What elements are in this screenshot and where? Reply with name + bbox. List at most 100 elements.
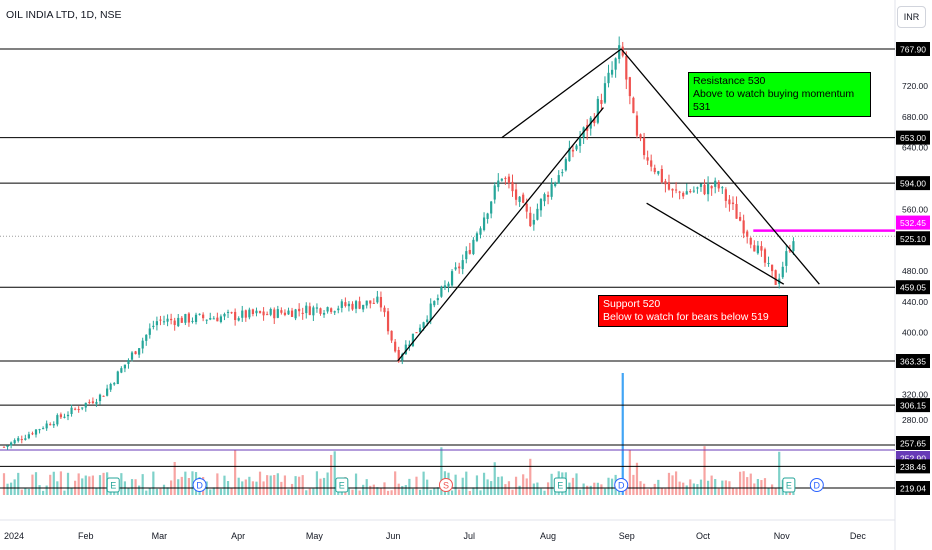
- candle-body: [422, 322, 425, 328]
- price-tick-label: 480.00: [902, 266, 928, 276]
- volume-bar: [600, 484, 603, 495]
- volume-bar: [415, 476, 418, 495]
- candle-body: [74, 408, 77, 410]
- candle-body: [667, 182, 671, 190]
- volume-bar: [646, 489, 649, 495]
- candle-body: [17, 438, 20, 441]
- candle-body: [678, 191, 681, 193]
- support-annotation[interactable]: Support 520 Below to watch for bears bel…: [598, 295, 788, 327]
- volume-bar: [436, 487, 439, 495]
- trendline: [501, 48, 622, 139]
- candle-body: [209, 318, 212, 320]
- candle-body: [113, 383, 116, 385]
- candle-body: [475, 233, 479, 241]
- time-tick-label: Jul: [464, 531, 476, 541]
- volume-bar: [685, 485, 688, 495]
- resistance-annotation[interactable]: Resistance 530 Above to watch buying mom…: [688, 72, 871, 117]
- time-tick-label: Sep: [619, 531, 635, 541]
- volume-bar: [486, 479, 489, 495]
- volume-bar: [354, 473, 358, 495]
- volume-bar: [120, 473, 123, 495]
- candle-body: [756, 245, 759, 254]
- volume-bar: [362, 484, 365, 495]
- volume-bar: [458, 489, 461, 495]
- volume-bar: [283, 475, 287, 495]
- price-tick-label: 280.00: [902, 415, 928, 425]
- candle-body: [337, 308, 340, 311]
- volume-bar: [269, 475, 272, 495]
- volume-bar: [248, 476, 251, 495]
- volume-bar: [315, 471, 319, 495]
- price-tag: [896, 280, 930, 295]
- candle-body: [511, 181, 514, 192]
- candle-body: [212, 318, 215, 320]
- volume-bar: [511, 489, 514, 495]
- candle-body: [674, 189, 678, 191]
- candle-body: [724, 189, 727, 201]
- candle-body: [660, 169, 663, 183]
- volume-bar: [493, 462, 496, 495]
- volume-bar: [266, 475, 269, 495]
- candle-body: [20, 439, 23, 441]
- price-tick-label: 640.00: [902, 143, 928, 153]
- candle-body: [717, 181, 720, 189]
- candle-body: [70, 407, 73, 414]
- candle-body: [88, 401, 91, 403]
- candle-body: [84, 402, 87, 408]
- candle-body: [24, 438, 27, 440]
- candle-body: [522, 194, 525, 203]
- volume-bar: [102, 472, 105, 495]
- price-tag-label: 532.45: [900, 218, 926, 228]
- support-line-2: Below to watch for bears below 519: [603, 311, 769, 323]
- candle-body: [529, 212, 532, 227]
- candle-body: [10, 442, 13, 446]
- price-tag-label: 525.10: [900, 234, 926, 244]
- time-tick-label: May: [306, 531, 324, 541]
- volume-bar: [330, 454, 333, 495]
- candle-body: [276, 309, 279, 318]
- candle-body: [657, 171, 660, 174]
- candle-body: [525, 203, 528, 212]
- candle-body: [162, 321, 166, 323]
- candle-body: [770, 264, 774, 272]
- candle-body: [514, 189, 518, 200]
- volume-bar: [756, 479, 759, 495]
- volume-bar: [753, 483, 756, 495]
- candle-body: [610, 69, 614, 75]
- volume-bar: [84, 475, 87, 495]
- candle-body: [418, 327, 422, 333]
- candle-body: [557, 175, 560, 184]
- candle-body: [689, 191, 692, 193]
- candle-body: [173, 320, 176, 325]
- volume-bar: [223, 475, 226, 495]
- volume-bar: [674, 471, 678, 495]
- candle-body: [653, 167, 656, 173]
- candle-body: [194, 314, 198, 322]
- price-tick-label: 440.00: [902, 297, 928, 307]
- price-tag-label: 238.46: [900, 462, 926, 472]
- volume-bar: [10, 482, 13, 495]
- trendline: [397, 107, 604, 362]
- volume-bar: [703, 446, 706, 495]
- candle-body: [788, 250, 791, 252]
- price-tag: [896, 231, 930, 246]
- volume-bar: [184, 471, 187, 495]
- candle-body: [38, 429, 41, 431]
- candle-body: [216, 317, 219, 322]
- price-axis: 280.00 320.00 400.00 440.00 480.00 560.00 640.…: [896, 42, 930, 495]
- volume-bar: [2, 473, 6, 495]
- candle-body: [550, 184, 553, 197]
- volume-bar: [372, 484, 375, 495]
- currency-button[interactable]: INR: [897, 6, 926, 28]
- volume-bar: [191, 471, 194, 495]
- volume-bar: [180, 476, 183, 495]
- price-tag: [896, 459, 930, 474]
- price-tag-label: 363.35: [900, 357, 926, 367]
- candle-body: [753, 245, 756, 252]
- candle-body: [333, 311, 336, 313]
- candle-body: [564, 159, 567, 171]
- volume-bar: [145, 490, 148, 495]
- volume-bar: [522, 474, 525, 495]
- volume-bar: [298, 476, 301, 495]
